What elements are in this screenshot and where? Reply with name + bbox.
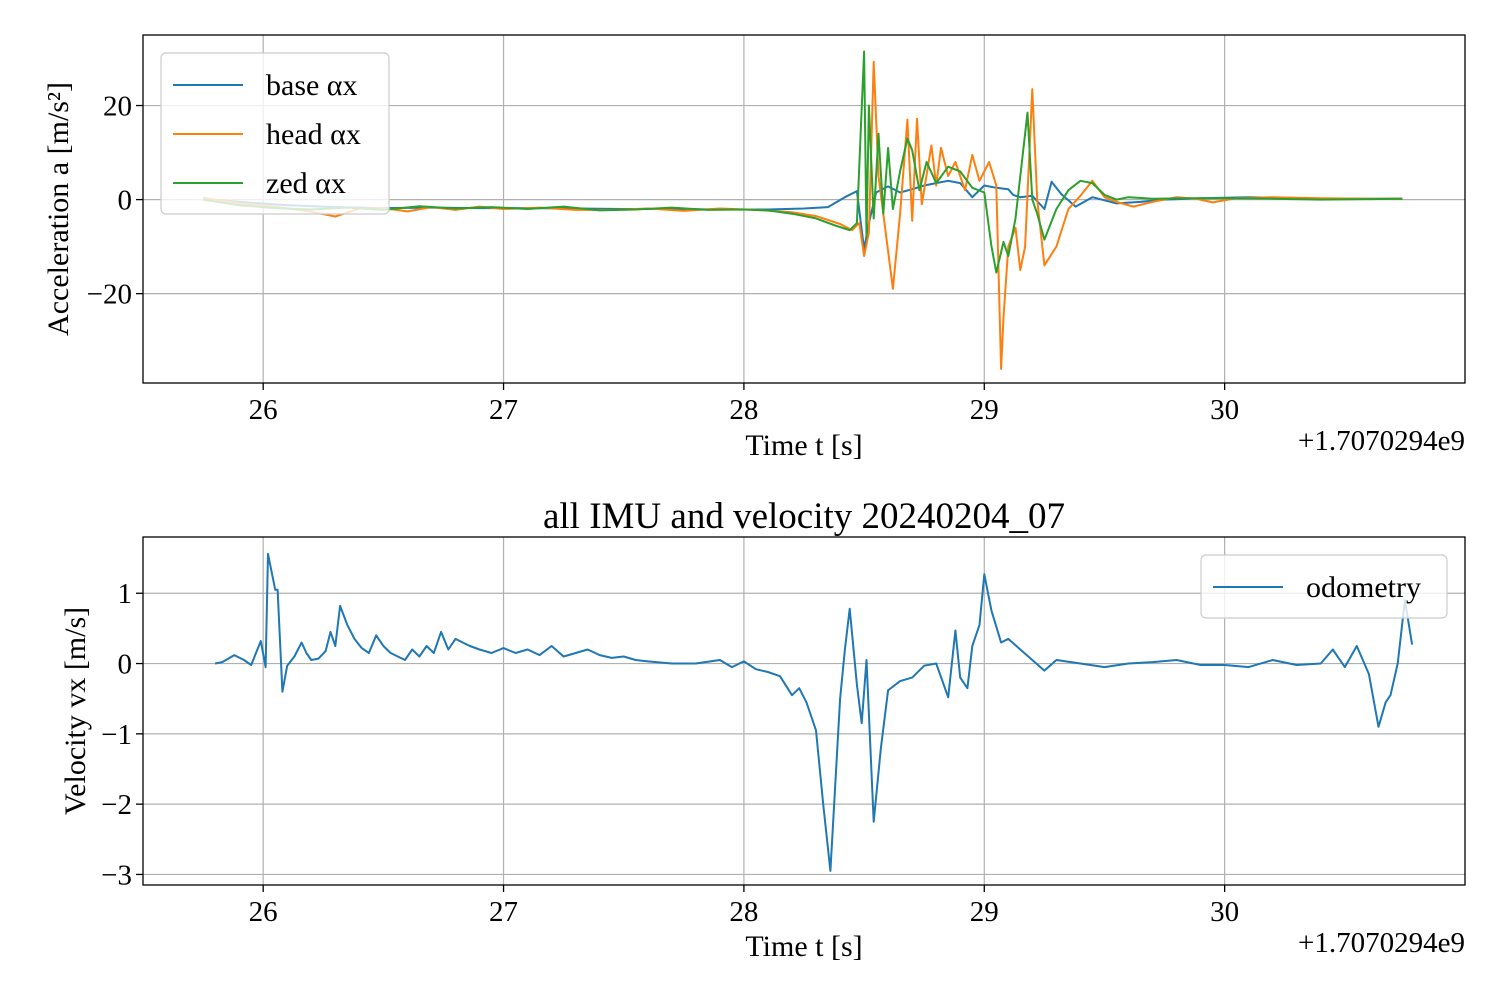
- acceleration-y-tick-label: 0: [118, 185, 133, 217]
- acceleration-axes: 26 27 28 29 30 20 0 −20 Time t [s] Acceleration…: [42, 34, 1466, 462]
- acceleration-x-tick-label: 26: [249, 394, 278, 426]
- acceleration-x-tick-label: 27: [489, 394, 518, 426]
- acceleration-x-offset-label: +1.7070294e9: [1298, 425, 1465, 457]
- velocity-series-line-odometry: [214, 552, 1414, 872]
- velocity-x-tick-label: 26: [249, 896, 278, 928]
- velocity-legend: odometry: [1200, 554, 1448, 619]
- acceleration-x-tick-label: 28: [729, 394, 758, 426]
- acceleration-y-axis-label: Acceleration a [m/s²]: [42, 82, 75, 336]
- velocity-y-tick-label: 1: [118, 578, 133, 610]
- velocity-y-tick-label: −2: [101, 789, 132, 821]
- acceleration-y-tick-label: −20: [87, 279, 132, 311]
- acceleration-lines: [202, 50, 1403, 370]
- acceleration-legend-label: zed αx: [266, 167, 346, 200]
- acceleration-legend-frame: [160, 52, 390, 215]
- velocity-legend-frame: [1200, 554, 1448, 619]
- velocity-x-offset-label: +1.7070294e9: [1298, 927, 1465, 959]
- velocity-lines: [214, 552, 1414, 872]
- acceleration-x-tick-label: 29: [970, 394, 999, 426]
- acceleration-axes-frame: [142, 34, 1466, 384]
- velocity-x-tick-label: 30: [1210, 896, 1239, 928]
- velocity-x-axis-label: Time t [s]: [745, 930, 862, 963]
- acceleration-ticks: 26 27 28 29 30 20 0 −20: [87, 91, 1239, 426]
- acceleration-legend: base αx head αx zed αx: [160, 52, 390, 215]
- acceleration-x-tick-label: 30: [1210, 394, 1239, 426]
- velocity-chart-title: all IMU and velocity 20240204_07: [543, 496, 1065, 537]
- acceleration-x-axis-label: Time t [s]: [745, 429, 862, 462]
- velocity-x-tick-label: 27: [489, 896, 518, 928]
- velocity-x-tick-label: 29: [970, 896, 999, 928]
- velocity-x-tick-label: 28: [729, 896, 758, 928]
- velocity-axes: all IMU and velocity 20240204_07 26 27 28 2…: [59, 496, 1466, 963]
- velocity-y-tick-label: −1: [101, 719, 132, 751]
- acceleration-legend-label: head αx: [266, 118, 361, 151]
- velocity-grid: [143, 537, 1465, 885]
- acceleration-series-line-zed: [202, 50, 1403, 274]
- acceleration-y-tick-label: 20: [103, 91, 132, 123]
- acceleration-legend-label: base αx: [266, 69, 358, 102]
- velocity-y-tick-label: 0: [118, 649, 133, 681]
- velocity-axes-frame: [142, 536, 1466, 886]
- velocity-y-axis-label: Velocity vx [m/s]: [59, 607, 92, 815]
- velocity-ticks: 26 27 28 29 30 1 0 −1 −2 −3: [101, 578, 1239, 928]
- velocity-y-tick-label: −3: [101, 859, 132, 891]
- velocity-legend-label: odometry: [1306, 571, 1421, 604]
